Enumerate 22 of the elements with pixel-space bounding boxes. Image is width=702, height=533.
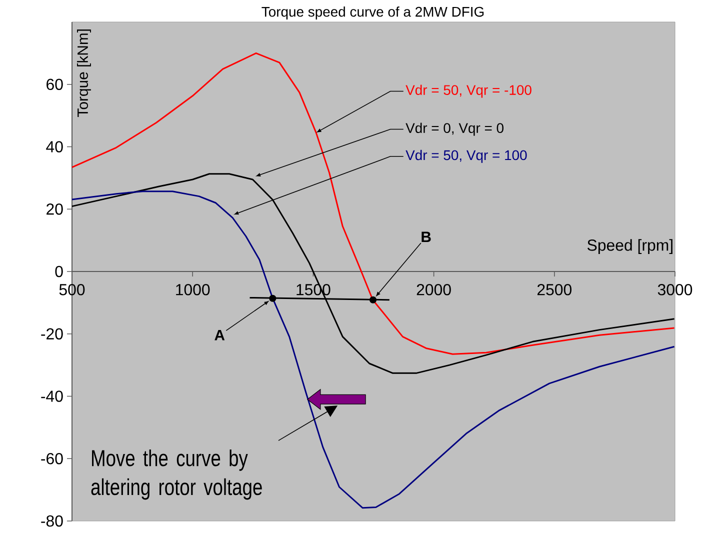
y-tick-label: -20	[41, 328, 63, 340]
y-axis-title: Torque [kNm]	[77, 30, 91, 117]
chart-title: Torque speed curve of a 2MW DFIG	[262, 6, 484, 20]
y-tick-label: -40	[41, 390, 63, 402]
annotation: B	[422, 232, 431, 242]
annotation: A	[214, 330, 225, 340]
x-tick-label: 3000	[658, 284, 692, 296]
y-tick-label: 0	[55, 266, 63, 278]
x-tick-label: 1000	[176, 284, 210, 296]
annotation: Move the curve by altering rotor voltage	[91, 449, 262, 500]
x-axis-title: Speed [rpm]	[587, 239, 672, 254]
y-tick-label: -80	[41, 515, 63, 527]
x-tick-label: 2000	[416, 284, 451, 296]
y-tick-label: 40	[46, 141, 63, 152]
x-tick-label: 2500	[537, 284, 572, 296]
text: Vdr = 0, Vqr = 0	[406, 122, 504, 136]
y-tick-label: 60	[46, 78, 63, 90]
text: Vdr = 50, Vqr = 100	[406, 150, 527, 163]
x-tick-label: 500	[59, 284, 85, 296]
text: Vdr = 50, Vqr = -100	[406, 84, 532, 98]
y-tick-label: 20	[46, 203, 63, 215]
y-tick-label: -60	[41, 452, 63, 464]
